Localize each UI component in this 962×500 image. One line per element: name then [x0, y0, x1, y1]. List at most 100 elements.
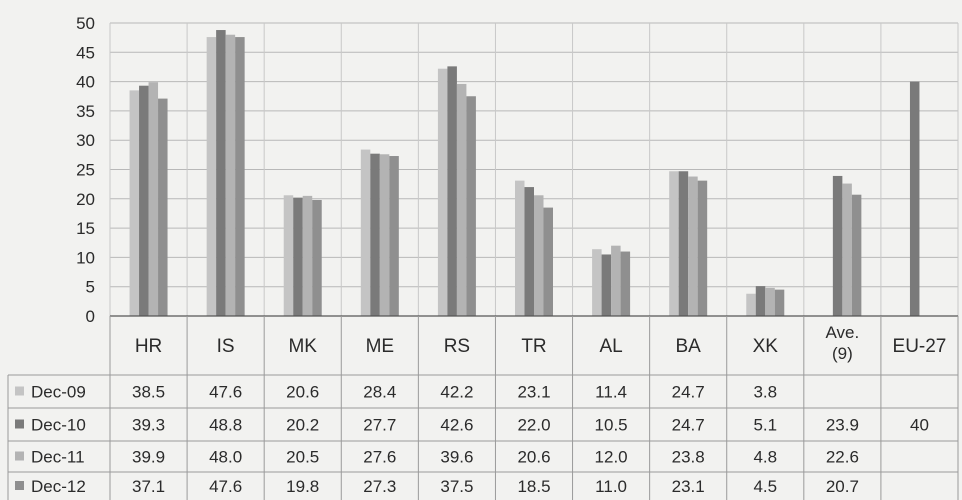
legend-swatch [15, 481, 24, 490]
bar [765, 287, 775, 316]
table-cell: 24.7 [672, 383, 705, 402]
bar [148, 82, 159, 316]
bar [678, 171, 689, 316]
table-cell: 37.1 [132, 477, 165, 496]
y-tick-label: 5 [86, 278, 95, 297]
table-cell: 11.4 [595, 383, 627, 402]
table-cell: 19.8 [286, 477, 319, 496]
table-cell: 27.6 [363, 448, 396, 467]
table-cell: 27.7 [363, 416, 396, 435]
y-tick-label: 15 [76, 219, 95, 238]
category-label: MK [288, 336, 317, 357]
category-label: XK [753, 336, 779, 357]
bar [620, 251, 631, 316]
legend-swatch [15, 419, 24, 429]
category-label: HR [135, 336, 162, 357]
table-cell: 39.6 [440, 448, 473, 467]
legend-label: Dec-11 [31, 448, 85, 467]
table-cell: 47.6 [209, 383, 242, 402]
table-cell: 42.6 [440, 416, 473, 435]
table-cell: 12.0 [595, 448, 628, 467]
table-cell: 4.5 [753, 477, 777, 496]
table-cell: 11.0 [595, 477, 627, 496]
bar [456, 83, 467, 316]
table-cell: 23.1 [517, 383, 550, 402]
bar [774, 289, 785, 316]
bar [379, 154, 390, 316]
y-tick-label: 50 [76, 14, 95, 33]
table-cell: 20.5 [286, 448, 319, 467]
table-cell: 28.4 [363, 383, 396, 402]
table-cell: 24.7 [672, 416, 705, 435]
bar [534, 195, 544, 316]
bar [216, 30, 226, 316]
bar [466, 96, 476, 316]
table-cell: 23.1 [672, 477, 705, 496]
table-cell: 39.9 [132, 448, 165, 467]
bar [909, 81, 920, 316]
category-label: Ave. [826, 323, 860, 342]
bar [283, 195, 294, 316]
table-cell: 47.6 [209, 477, 242, 496]
table-cell: 10.5 [595, 416, 628, 435]
table-cell: 20.6 [517, 448, 550, 467]
table-cell: 38.5 [132, 383, 165, 402]
table-cell: 39.3 [132, 416, 165, 435]
table-cell: 23.8 [672, 448, 705, 467]
category-label: (9) [832, 344, 853, 363]
bar [592, 249, 602, 316]
bar [312, 199, 322, 316]
legend-swatch [15, 386, 24, 396]
bar [832, 175, 843, 316]
table-cell: 37.5 [440, 477, 473, 496]
bar [543, 207, 553, 316]
category-label: RS [444, 336, 470, 357]
table-cell: 20.6 [286, 383, 319, 402]
table-cell: 27.3 [363, 477, 396, 496]
category-label: IS [217, 336, 235, 357]
y-tick-label: 45 [76, 43, 95, 62]
legend-label: Dec-12 [31, 477, 86, 496]
bar [851, 194, 862, 316]
bar [139, 85, 149, 317]
bar [225, 34, 236, 316]
legend-label: Dec-09 [31, 383, 86, 402]
table-cell: 5.1 [753, 416, 777, 435]
bar [360, 149, 371, 316]
bar [235, 37, 245, 317]
table-cell: 48.8 [209, 416, 242, 435]
y-tick-label: 10 [76, 248, 95, 267]
table-cell: 18.5 [517, 477, 550, 496]
bar [389, 156, 399, 316]
bar [669, 171, 679, 316]
table-cell: 4.8 [753, 448, 777, 467]
legend-swatch [15, 451, 24, 461]
category-label: BA [676, 336, 702, 357]
legend-label: Dec-10 [31, 416, 86, 435]
bar [524, 187, 534, 316]
category-label: ME [366, 336, 395, 357]
table-cell: 42.2 [440, 383, 473, 402]
y-tick-label: 30 [76, 131, 95, 150]
table-cell: 22.6 [826, 448, 859, 467]
table-cell: 20.2 [286, 416, 319, 435]
table-cell: 3.8 [753, 383, 777, 402]
y-tick-label: 0 [86, 307, 95, 326]
category-label: EU-27 [893, 336, 947, 357]
bar [842, 183, 852, 316]
category-label: TR [521, 336, 546, 357]
table-cell: 48.0 [209, 448, 242, 467]
bar [370, 153, 380, 316]
table-cell: 20.7 [826, 477, 859, 496]
bar [688, 176, 698, 316]
bar [158, 98, 168, 317]
bar [611, 245, 621, 316]
bar [437, 68, 448, 316]
y-tick-label: 40 [76, 73, 95, 92]
bar [293, 197, 303, 316]
y-tick-label: 25 [76, 161, 95, 180]
bar [206, 37, 217, 317]
table-cell: 23.9 [826, 416, 859, 435]
bar [129, 90, 140, 316]
